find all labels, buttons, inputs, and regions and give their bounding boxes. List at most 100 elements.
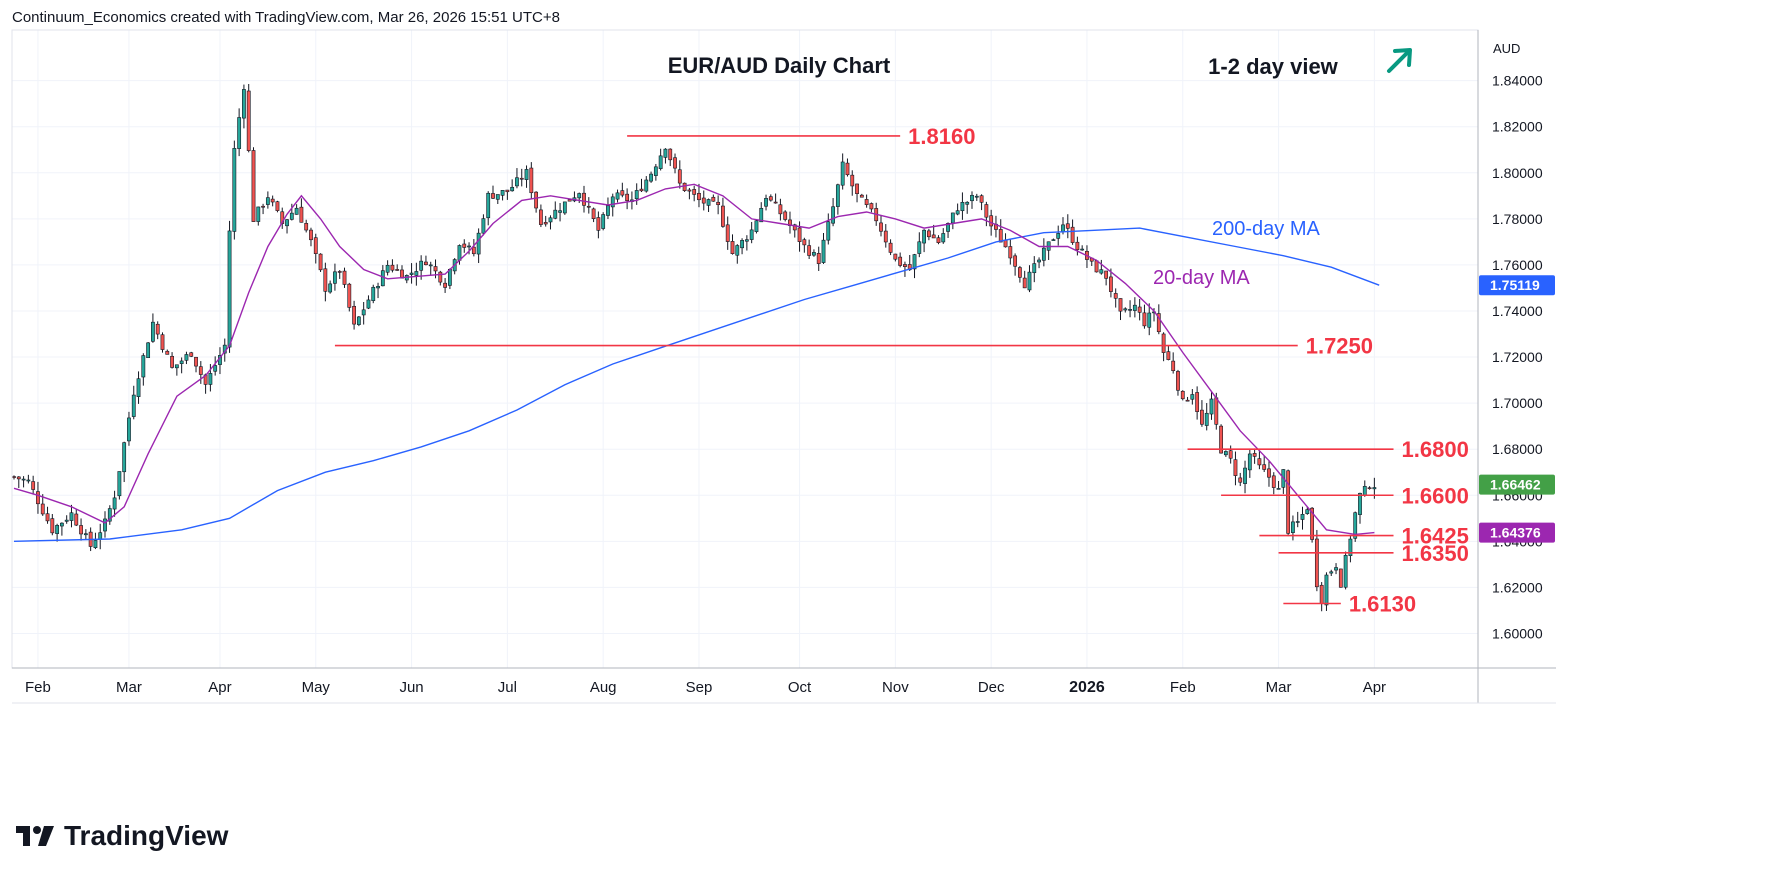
candle-body xyxy=(242,89,246,119)
candle-body xyxy=(1195,392,1200,412)
tradingview-brand: TradingView xyxy=(16,820,228,852)
candle-body xyxy=(1247,453,1252,471)
candle-body xyxy=(232,148,237,232)
up-arrow-head-icon xyxy=(1393,48,1412,67)
y-tick-label: 1.82000 xyxy=(1492,119,1543,135)
candle-body xyxy=(1209,398,1214,415)
candle-body xyxy=(1070,226,1075,243)
candle-body xyxy=(845,162,850,176)
candle-body xyxy=(21,478,26,481)
candle-body xyxy=(649,173,653,182)
candle-body xyxy=(1041,247,1046,261)
candle-body xyxy=(558,210,562,213)
candle-body xyxy=(256,206,261,222)
candle-body xyxy=(879,222,883,232)
level-label: 1.6425 xyxy=(1402,524,1469,549)
candle-body xyxy=(198,366,203,375)
candle-body xyxy=(1219,425,1223,454)
candle-body xyxy=(850,174,855,187)
candle-body xyxy=(1037,259,1041,263)
candle-body xyxy=(356,316,361,325)
candle-body xyxy=(414,271,419,276)
candle-body xyxy=(462,243,467,248)
candle-body xyxy=(447,268,452,286)
candle-body xyxy=(376,286,380,289)
candle-body xyxy=(1300,514,1305,520)
candle-body xyxy=(208,373,213,385)
candle-body xyxy=(1372,487,1377,490)
y-tick-label: 1.60000 xyxy=(1492,625,1543,641)
candle-body xyxy=(519,177,524,180)
candle-body xyxy=(984,204,989,218)
candle-body xyxy=(965,201,970,205)
candle-body xyxy=(304,223,309,231)
candle-body xyxy=(515,177,519,187)
candle-body xyxy=(1353,512,1358,539)
candle-body xyxy=(36,491,40,505)
x-tick-label: Oct xyxy=(788,679,812,696)
candle-body xyxy=(194,356,198,367)
candle-body xyxy=(1228,450,1233,459)
candle-body xyxy=(510,186,515,192)
candle-body xyxy=(471,246,476,255)
candle-body xyxy=(1223,451,1228,456)
candle-body xyxy=(1032,263,1037,274)
candle-body xyxy=(1022,277,1027,289)
level-label: 1.6350 xyxy=(1402,541,1469,566)
candle-body xyxy=(941,233,946,243)
candle-body xyxy=(888,242,893,253)
candle-body xyxy=(1003,239,1008,248)
axis-layer: 1.84000 1.82000 1.80000 1.78000 1.76000 1.740… xyxy=(11,29,1556,704)
candle-body xyxy=(122,442,127,473)
tradingview-wordmark: TradingView xyxy=(64,820,229,851)
candle-body xyxy=(318,253,323,271)
candle-body xyxy=(807,245,812,256)
candle-body xyxy=(543,222,548,225)
candle-body xyxy=(352,305,356,325)
candle-body xyxy=(658,155,663,169)
candle-body xyxy=(59,522,64,527)
candle-body xyxy=(83,533,88,536)
candle-body xyxy=(620,190,625,196)
candle-body xyxy=(768,196,773,201)
candle-body xyxy=(1109,276,1113,292)
ma-20-label: 20-day MA xyxy=(1153,267,1250,289)
candle-body xyxy=(184,354,189,361)
candle-body xyxy=(840,161,845,186)
candle-body xyxy=(1243,467,1247,484)
x-tick-label: Nov xyxy=(882,679,909,696)
y-tick-label: 1.76000 xyxy=(1492,257,1543,273)
candle-body xyxy=(1080,248,1085,251)
y-tick-label: 1.72000 xyxy=(1492,349,1543,365)
candle-body xyxy=(1262,464,1267,470)
y-tick-label: 1.62000 xyxy=(1492,579,1543,595)
candle-body xyxy=(1190,394,1195,400)
candle-body xyxy=(328,283,333,293)
candle-body xyxy=(141,355,146,378)
candle-body xyxy=(1013,255,1018,267)
candle-body xyxy=(170,355,174,368)
x-tick-label: Feb xyxy=(25,679,51,696)
candle-body xyxy=(45,513,50,522)
x-tick-label: Mar xyxy=(116,679,142,696)
candle-body xyxy=(548,217,553,223)
candle-body xyxy=(361,309,366,316)
candle-body xyxy=(859,194,864,198)
candle-body xyxy=(1329,571,1334,574)
candle-body xyxy=(625,193,630,202)
candle-body xyxy=(179,360,184,364)
candle-body xyxy=(835,184,840,207)
price-badge-label: 1.75119 xyxy=(1490,277,1540,293)
candle-body xyxy=(529,167,534,194)
candle-body xyxy=(457,245,462,261)
candle-body xyxy=(31,481,36,490)
tradingview-logo-icon xyxy=(16,826,54,846)
candle-body xyxy=(1056,233,1061,239)
candle-body xyxy=(778,204,783,215)
candle-body xyxy=(1343,555,1348,588)
candle-body xyxy=(1348,538,1353,556)
candle-body xyxy=(285,219,289,227)
y-tick-label: 1.70000 xyxy=(1492,395,1543,411)
candle-body xyxy=(960,201,965,212)
